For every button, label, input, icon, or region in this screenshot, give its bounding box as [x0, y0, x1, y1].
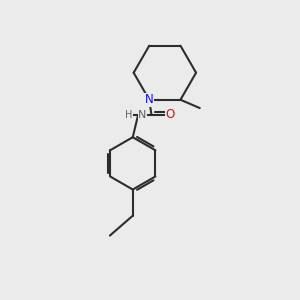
Text: O: O — [166, 108, 175, 122]
Text: H: H — [125, 110, 133, 120]
Text: N: N — [138, 110, 146, 120]
Text: N: N — [145, 93, 154, 106]
